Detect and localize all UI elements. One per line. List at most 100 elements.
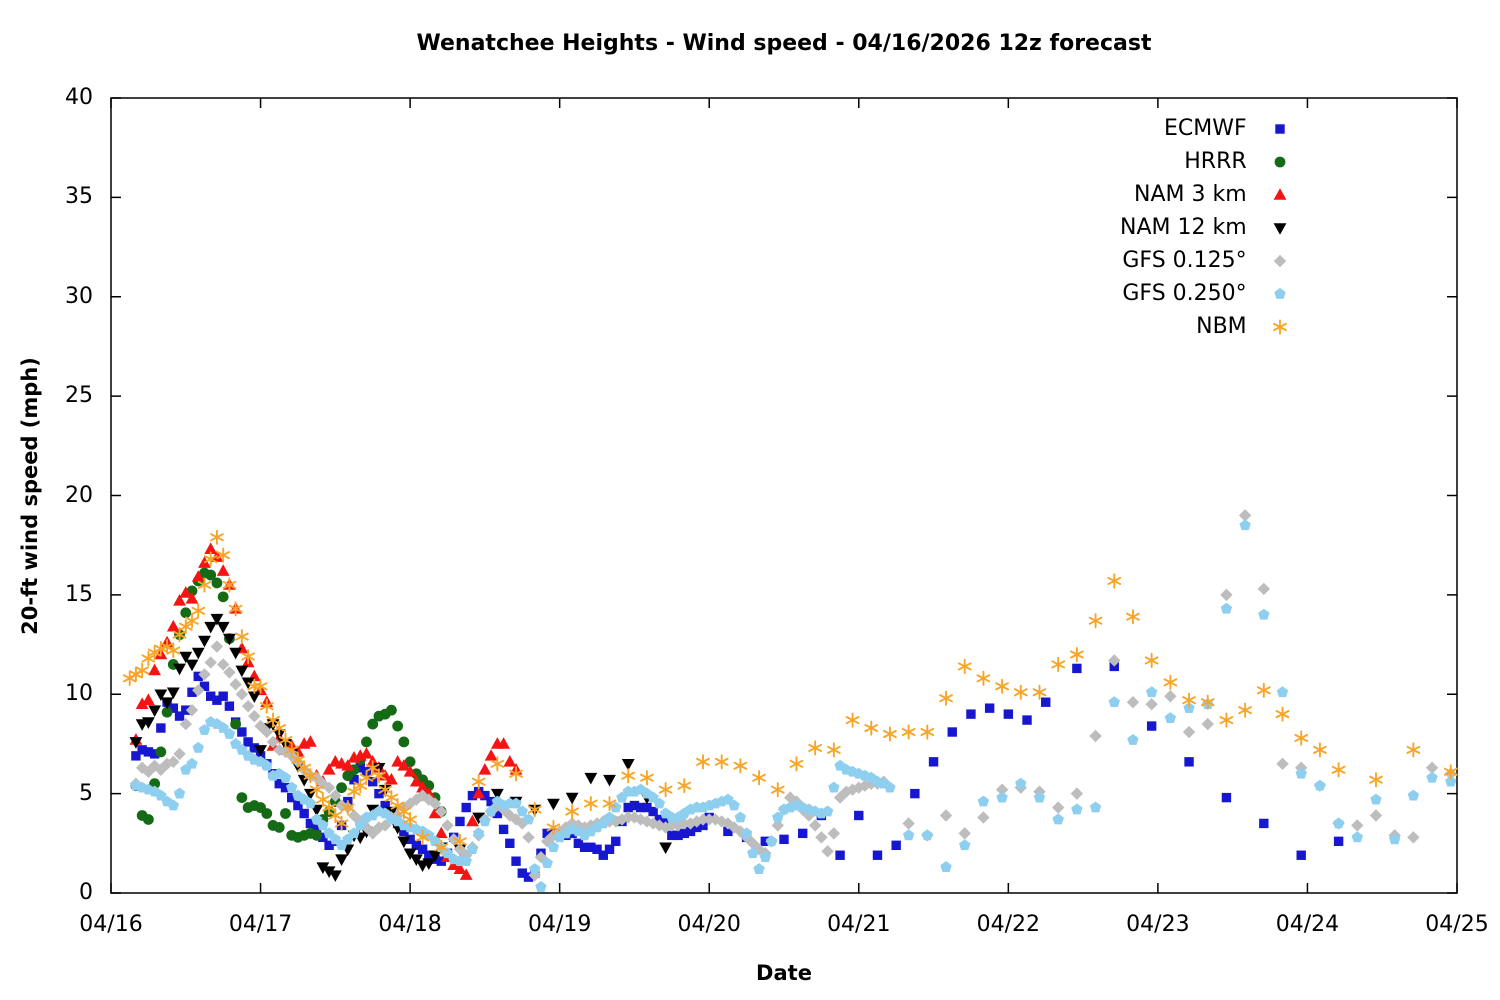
data-point <box>1370 793 1382 805</box>
data-point <box>511 856 521 866</box>
data-point <box>947 727 957 737</box>
data-point <box>722 793 734 805</box>
data-point <box>522 813 535 825</box>
data-point <box>517 868 527 878</box>
legend-label: GFS 0.125° <box>1122 248 1247 273</box>
data-point <box>441 819 454 832</box>
data-point <box>1003 709 1014 719</box>
data-point <box>410 793 423 806</box>
data-point <box>1351 831 1364 843</box>
data-point <box>529 863 541 875</box>
data-point <box>480 790 490 801</box>
data-point <box>1182 725 1196 739</box>
data-point <box>198 635 211 648</box>
data-point <box>733 758 748 774</box>
data-point <box>193 671 203 682</box>
data-point <box>760 836 771 847</box>
data-point <box>634 813 647 826</box>
data-point <box>753 863 765 875</box>
data-point <box>883 726 897 742</box>
data-point <box>1200 694 1215 710</box>
data-point <box>397 836 411 849</box>
data-point <box>828 781 840 793</box>
data-point <box>237 727 247 737</box>
data-point <box>248 709 261 723</box>
data-point <box>284 742 299 758</box>
data-point <box>310 813 323 825</box>
data-point <box>403 764 417 777</box>
data-point <box>411 840 422 850</box>
data-point <box>372 768 386 784</box>
data-point <box>579 842 590 852</box>
data-point <box>659 842 673 855</box>
data-point <box>1070 646 1084 663</box>
data-point <box>478 762 492 775</box>
data-point <box>602 796 617 812</box>
data-point <box>179 651 193 664</box>
data-point <box>510 797 522 809</box>
data-point <box>180 607 192 619</box>
y-tick-10: 10 <box>65 681 93 707</box>
square-icon <box>1274 123 1285 134</box>
data-point <box>486 796 496 807</box>
data-point <box>679 828 689 839</box>
data-point <box>622 811 635 824</box>
data-point <box>340 799 355 816</box>
data-point <box>1220 588 1233 602</box>
data-point <box>323 827 335 839</box>
data-point <box>349 775 359 785</box>
data-point <box>317 819 329 831</box>
data-point <box>779 834 789 845</box>
data-point <box>148 759 161 772</box>
data-point <box>523 872 534 882</box>
data-point <box>852 781 865 794</box>
data-point <box>516 805 528 817</box>
data-point <box>278 732 293 748</box>
data-point <box>142 765 155 778</box>
data-point <box>1182 692 1196 708</box>
x-tick-04/24: 04/24 <box>1275 912 1340 937</box>
data-point <box>901 724 916 740</box>
data-point <box>280 808 291 819</box>
data-point <box>797 828 808 839</box>
data-point <box>1052 813 1064 825</box>
data-point <box>586 842 596 852</box>
data-point <box>360 747 373 759</box>
data-point <box>1258 608 1270 620</box>
data-point <box>392 720 404 732</box>
data-point <box>995 783 1009 796</box>
data-point <box>1276 757 1289 771</box>
data-point <box>1238 702 1252 718</box>
data-point <box>939 809 953 822</box>
legend-item-gfs-0-250-: GFS 0.250° <box>1120 277 1295 310</box>
data-point <box>802 809 816 822</box>
data-point <box>902 817 915 830</box>
data-point <box>891 840 901 850</box>
data-point <box>229 678 242 691</box>
data-point <box>191 603 206 619</box>
data-point <box>833 791 847 804</box>
data-point <box>667 830 677 841</box>
data-point <box>734 811 747 823</box>
data-point <box>254 719 267 733</box>
data-point <box>565 803 579 820</box>
data-point <box>192 684 205 697</box>
x-tick-04/20: 04/20 <box>677 912 741 937</box>
data-point <box>872 850 883 860</box>
x-tick-04/19: 04/19 <box>527 912 592 937</box>
data-point <box>409 854 423 867</box>
data-point <box>222 633 236 646</box>
data-point <box>435 805 448 818</box>
data-point <box>280 782 291 793</box>
data-point <box>206 691 216 701</box>
data-point <box>279 771 292 783</box>
data-point <box>490 788 504 801</box>
data-point <box>380 800 390 811</box>
data-point <box>977 795 990 807</box>
legend-item-gfs-0-125-: GFS 0.125° <box>1120 244 1295 277</box>
data-point <box>274 778 284 789</box>
data-point <box>648 806 658 817</box>
data-point <box>621 759 635 771</box>
data-point <box>484 749 498 761</box>
legend-item-nam-12-km: NAM 12 km <box>1120 211 1295 244</box>
